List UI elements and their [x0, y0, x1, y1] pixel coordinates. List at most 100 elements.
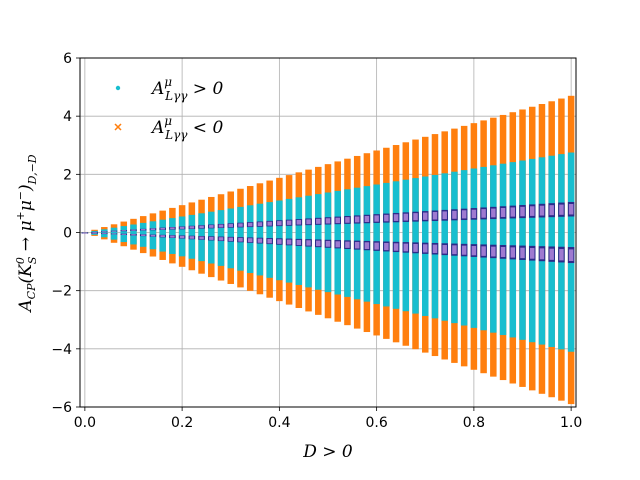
lavender-upper-band: [384, 214, 389, 222]
lavender-lower-band: [354, 241, 360, 249]
lavender-upper-band: [170, 227, 175, 230]
lavender-upper-band: [267, 221, 272, 226]
lavender-upper-band: [442, 211, 447, 220]
x-tick-label: 1.0: [560, 415, 582, 431]
lavender-upper-band: [393, 214, 399, 221]
lavender-upper-band: [520, 206, 525, 217]
lavender-upper-band: [160, 227, 165, 230]
x-axis-label: D > 0: [302, 442, 353, 462]
lavender-upper-band: [277, 221, 282, 226]
lavender-lower-band: [539, 248, 545, 260]
lavender-upper-band: [471, 209, 477, 219]
lavender-upper-band: [121, 230, 127, 232]
lavender-upper-band: [461, 210, 467, 219]
chart-marks: [81, 95, 575, 405]
lavender-lower-band: [432, 244, 438, 254]
lavender-upper-band: [228, 223, 233, 228]
lavender-lower-band: [228, 237, 233, 242]
lavender-upper-band: [403, 213, 409, 221]
lavender-upper-band: [218, 224, 224, 228]
lavender-lower-band: [423, 244, 428, 253]
lavender-lower-band: [374, 242, 379, 250]
lavender-upper-band: [131, 229, 136, 231]
lavender-upper-band: [452, 210, 457, 219]
lavender-upper-band: [150, 228, 156, 230]
y-tick-label: −4: [51, 342, 72, 358]
series-lavender-bands: [82, 203, 574, 262]
y-tick-label: −6: [51, 400, 72, 416]
lavender-lower-band: [82, 232, 88, 234]
lavender-upper-band: [325, 218, 331, 224]
lavender-upper-band: [413, 213, 418, 221]
lavender-upper-band: [189, 226, 195, 229]
lavender-upper-band: [423, 212, 428, 220]
lavender-lower-band: [510, 247, 516, 258]
lavender-upper-band: [209, 225, 214, 228]
lavender-lower-band: [403, 243, 409, 252]
lavender-lower-band: [481, 246, 486, 256]
lavender-lower-band: [247, 238, 253, 243]
lavender-lower-band: [316, 240, 321, 247]
lavender-lower-band: [199, 236, 204, 240]
y-tick-label: 0: [63, 226, 72, 242]
lavender-lower-band: [160, 235, 165, 238]
lavender-lower-band: [102, 233, 107, 234]
lavender-lower-band: [111, 233, 117, 235]
lavender-upper-band: [354, 216, 360, 223]
lavender-lower-band: [568, 249, 574, 262]
lavender-upper-band: [102, 231, 107, 233]
lavender-lower-band: [500, 247, 506, 258]
y-tick-label: 4: [63, 109, 72, 125]
lavender-lower-band: [306, 240, 311, 246]
lavender-upper-band: [374, 215, 379, 222]
legend-entry-negative: Aμ Lγγ < 0: [114, 114, 223, 142]
lavender-lower-band: [238, 237, 243, 242]
lavender-upper-band: [500, 207, 506, 217]
lavender-upper-band: [491, 208, 496, 218]
lavender-lower-band: [92, 232, 97, 234]
lavender-upper-band: [286, 220, 292, 225]
lavender-upper-band: [316, 218, 321, 224]
lavender-upper-band: [257, 222, 263, 227]
x-tick-label: 0.0: [74, 415, 96, 431]
lavender-lower-band: [131, 234, 136, 236]
lavender-lower-band: [140, 234, 146, 236]
lavender-lower-band: [150, 234, 156, 237]
lavender-upper-band: [510, 207, 516, 217]
lavender-lower-band: [529, 248, 535, 259]
lavender-upper-band: [364, 215, 370, 223]
lavender-upper-band: [111, 230, 117, 232]
lavender-lower-band: [413, 243, 418, 252]
lavender-lower-band: [393, 243, 399, 251]
lavender-upper-band: [92, 231, 97, 233]
lavender-lower-band: [364, 242, 370, 250]
lavender-upper-band: [529, 206, 535, 216]
lavender-upper-band: [539, 205, 545, 216]
lavender-upper-band: [306, 219, 311, 225]
x-tick-label: 0.2: [171, 415, 193, 431]
lavender-upper-band: [432, 211, 438, 220]
lavender-upper-band: [345, 217, 350, 223]
lavender-lower-band: [345, 241, 350, 248]
x-tick-label: 0.6: [365, 415, 387, 431]
legend-marker-x: [114, 123, 122, 131]
lavender-upper-band: [179, 226, 185, 229]
lavender-lower-band: [520, 247, 525, 259]
lavender-lower-band: [257, 238, 263, 243]
lavender-lower-band: [189, 236, 195, 239]
lavender-lower-band: [170, 235, 175, 238]
lavender-lower-band: [335, 241, 340, 248]
lavender-lower-band: [277, 239, 282, 244]
lavender-lower-band: [121, 233, 127, 235]
lavender-lower-band: [325, 240, 331, 247]
x-tick-label: 0.4: [268, 415, 290, 431]
lavender-lower-band: [218, 237, 224, 241]
y-axis-label: ACP(K0S → μ+μ−)D,−D: [14, 154, 39, 313]
lavender-lower-band: [442, 244, 447, 254]
y-tick-label: 6: [63, 51, 72, 67]
lavender-lower-band: [384, 242, 389, 251]
lavender-lower-band: [549, 248, 554, 260]
lavender-upper-band: [549, 205, 554, 216]
legend-label-negative: Aμ Lγγ < 0: [150, 114, 223, 142]
lavender-upper-band: [559, 204, 564, 215]
